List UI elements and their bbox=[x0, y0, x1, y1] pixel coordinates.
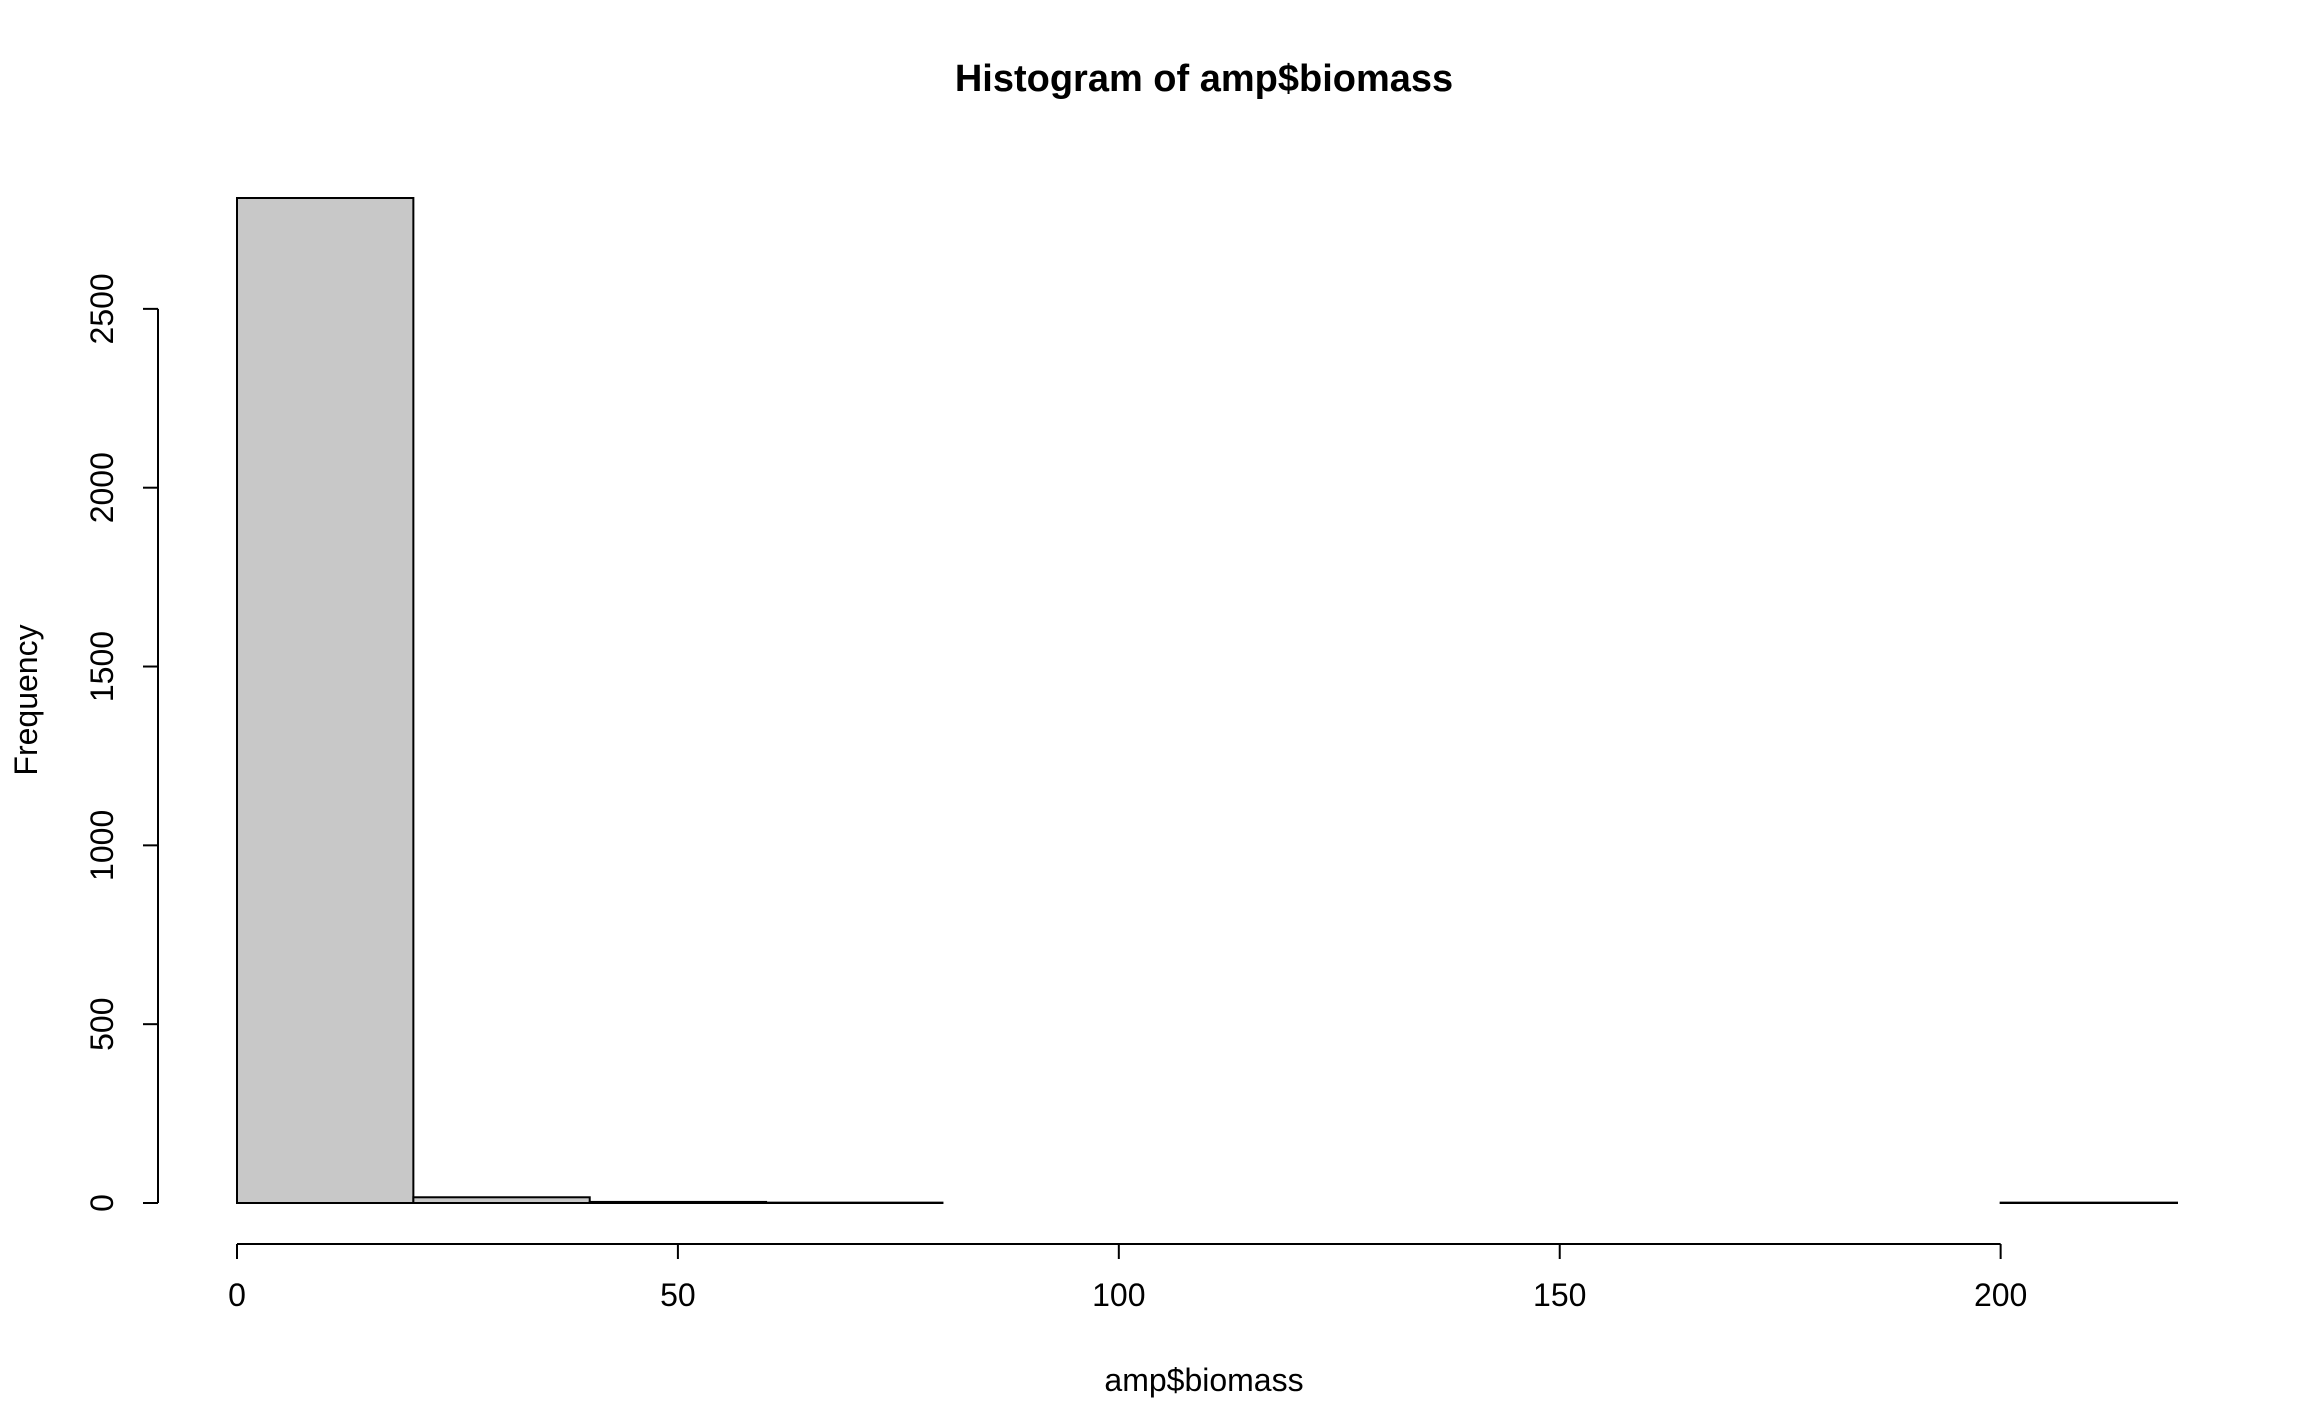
y-axis-label: Frequency bbox=[8, 624, 44, 775]
y-tick-label: 0 bbox=[84, 1194, 120, 1212]
chart-title: Histogram of amp$biomass bbox=[955, 58, 1453, 100]
x-tick-label: 100 bbox=[1092, 1277, 1145, 1313]
x-axis-label: amp$biomass bbox=[1104, 1362, 1303, 1398]
y-tick-label: 2500 bbox=[84, 273, 120, 344]
x-tick-label: 0 bbox=[228, 1277, 246, 1313]
x-tick-label: 50 bbox=[660, 1277, 696, 1313]
y-tick-label: 2000 bbox=[84, 452, 120, 523]
x-tick-label: 200 bbox=[1974, 1277, 2027, 1313]
y-axis: 0 500 1000 1500 2000 2500 bbox=[84, 273, 159, 1212]
y-tick-label: 1500 bbox=[84, 631, 120, 702]
x-tick-label: 150 bbox=[1533, 1277, 1586, 1313]
histogram-bar bbox=[236, 197, 415, 1204]
y-tick-label: 1000 bbox=[84, 810, 120, 881]
y-tick-label: 500 bbox=[84, 997, 120, 1050]
histogram-bars bbox=[236, 197, 2178, 1205]
x-axis: 0 50 100 150 200 bbox=[228, 1243, 2027, 1313]
histogram-bar bbox=[588, 1200, 768, 1204]
histogram-bar bbox=[412, 1196, 591, 1205]
